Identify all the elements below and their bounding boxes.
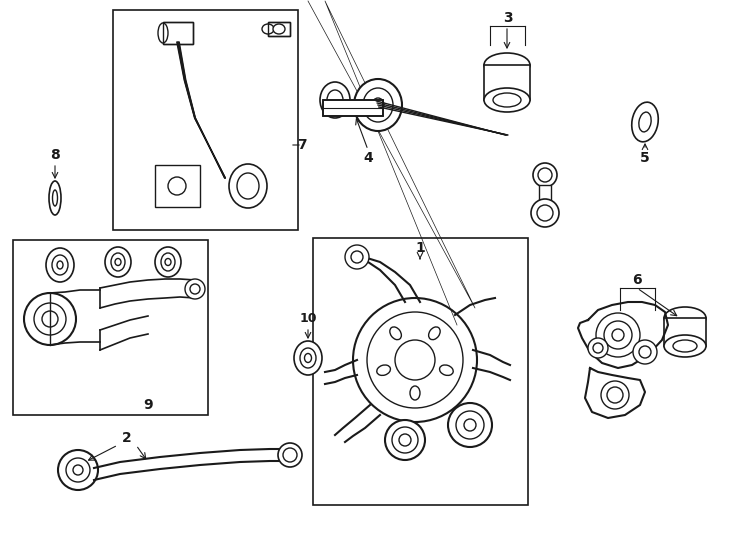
- Text: 10: 10: [299, 312, 317, 325]
- Circle shape: [168, 177, 186, 195]
- Bar: [664, 318, 706, 346]
- Ellipse shape: [363, 88, 393, 122]
- Ellipse shape: [429, 327, 440, 340]
- Circle shape: [353, 298, 477, 422]
- Ellipse shape: [664, 307, 706, 329]
- Ellipse shape: [294, 341, 322, 375]
- Ellipse shape: [46, 248, 74, 282]
- Ellipse shape: [632, 102, 658, 142]
- Ellipse shape: [639, 112, 651, 132]
- Bar: [155, 165, 200, 207]
- Text: 1: 1: [415, 241, 425, 255]
- Circle shape: [185, 279, 205, 299]
- Text: 5: 5: [640, 151, 650, 165]
- Text: 6: 6: [632, 273, 642, 287]
- Ellipse shape: [673, 340, 697, 352]
- Circle shape: [604, 321, 632, 349]
- Bar: [163, 22, 193, 44]
- Ellipse shape: [390, 327, 401, 340]
- Text: 8: 8: [50, 148, 60, 162]
- Text: 4: 4: [363, 151, 373, 165]
- Ellipse shape: [354, 79, 402, 131]
- Ellipse shape: [327, 90, 343, 110]
- Bar: [484, 65, 530, 100]
- Ellipse shape: [300, 348, 316, 368]
- Ellipse shape: [484, 53, 530, 77]
- Ellipse shape: [155, 247, 181, 277]
- Bar: [539, 185, 551, 210]
- Bar: [163, 22, 193, 44]
- Ellipse shape: [484, 88, 530, 112]
- Bar: [313, 238, 528, 505]
- Ellipse shape: [664, 335, 706, 357]
- Circle shape: [633, 340, 657, 364]
- Ellipse shape: [161, 253, 175, 271]
- Circle shape: [395, 340, 435, 380]
- Bar: [268, 22, 290, 36]
- Ellipse shape: [262, 24, 274, 34]
- Circle shape: [537, 205, 553, 221]
- Circle shape: [58, 450, 98, 490]
- Text: 3: 3: [504, 11, 513, 25]
- Circle shape: [531, 199, 559, 227]
- Bar: [268, 22, 290, 36]
- Ellipse shape: [52, 255, 68, 275]
- Circle shape: [588, 338, 608, 358]
- Circle shape: [345, 245, 369, 269]
- Ellipse shape: [377, 365, 390, 375]
- Ellipse shape: [440, 365, 453, 375]
- Bar: [323, 100, 383, 116]
- Ellipse shape: [493, 93, 521, 107]
- Circle shape: [392, 427, 418, 453]
- Ellipse shape: [111, 253, 125, 271]
- Ellipse shape: [273, 24, 285, 34]
- Ellipse shape: [410, 386, 420, 400]
- Ellipse shape: [237, 173, 259, 199]
- Circle shape: [66, 458, 90, 482]
- Ellipse shape: [158, 23, 168, 43]
- Bar: [323, 100, 383, 116]
- Text: 7: 7: [297, 138, 307, 152]
- Text: 2: 2: [122, 431, 132, 445]
- Circle shape: [456, 411, 484, 439]
- Circle shape: [24, 293, 76, 345]
- Circle shape: [278, 443, 302, 467]
- Circle shape: [42, 311, 58, 327]
- Circle shape: [533, 163, 557, 187]
- Circle shape: [385, 420, 425, 460]
- Ellipse shape: [49, 181, 61, 215]
- Ellipse shape: [105, 247, 131, 277]
- Bar: [113, 10, 298, 230]
- Circle shape: [367, 312, 463, 408]
- Ellipse shape: [229, 164, 267, 208]
- Circle shape: [596, 313, 640, 357]
- Circle shape: [601, 381, 629, 409]
- Bar: [13, 240, 208, 415]
- Ellipse shape: [320, 82, 350, 118]
- Circle shape: [34, 303, 66, 335]
- Circle shape: [448, 403, 492, 447]
- Text: 9: 9: [143, 398, 153, 412]
